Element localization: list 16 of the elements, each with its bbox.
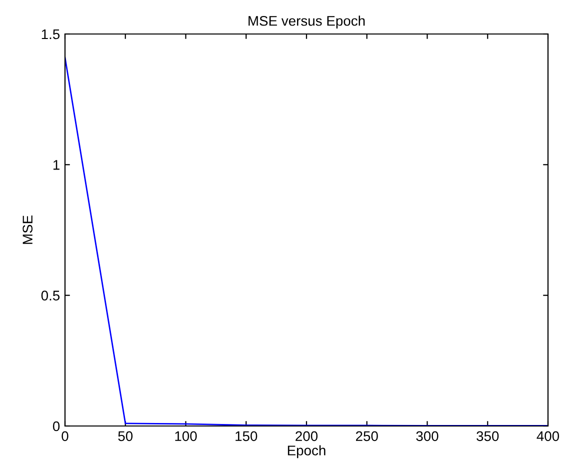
y-tick-label: 1: [53, 160, 60, 170]
x-tick-label: 0: [62, 431, 68, 442]
x-tick-label: 100: [175, 431, 197, 442]
y-tick-label: 1.5: [42, 29, 60, 40]
x-tick-label: 350: [476, 431, 499, 442]
y-tick-label: 0.5: [41, 290, 60, 301]
x-tick-label: 50: [118, 431, 133, 442]
x-tick-label: 150: [236, 431, 258, 442]
y-tick-label: 0: [52, 421, 60, 432]
x-tick-label: 300: [416, 431, 438, 442]
x-tick-label: 200: [296, 431, 318, 442]
chart-title: MSE versus Epoch: [248, 16, 365, 29]
x-axis-title: Epoch: [288, 445, 326, 458]
y-axis-title: MSE: [22, 216, 33, 244]
x-tick-label: 250: [356, 431, 378, 442]
x-tick-label: 400: [536, 431, 560, 442]
